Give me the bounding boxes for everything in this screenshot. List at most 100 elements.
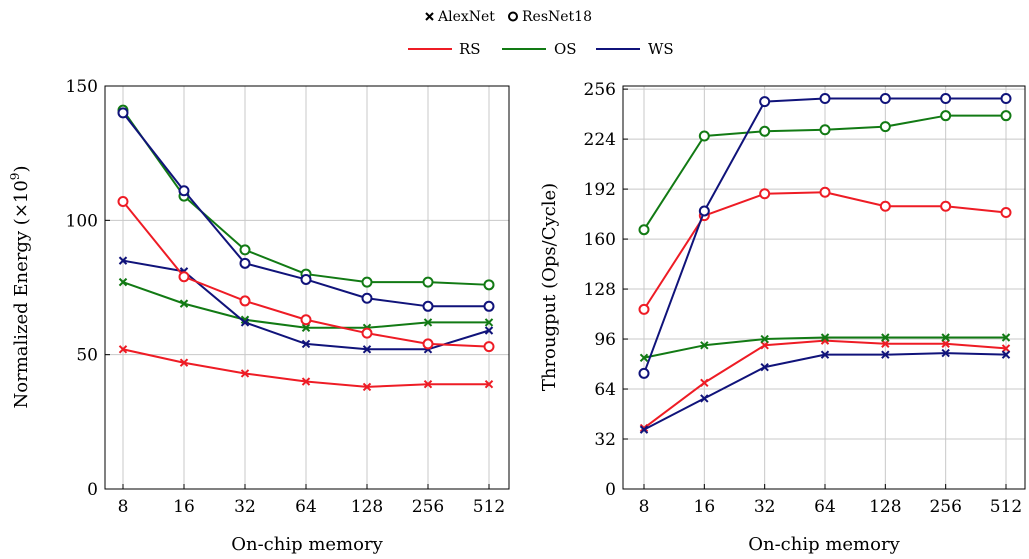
throughput-resnet18-ws-point	[698, 205, 710, 217]
throughput-resnet18-os-series	[638, 110, 1012, 236]
energy-resnet18-rs-series	[117, 196, 495, 353]
throughput-chart: 8 16 32 64 128 256 512 0326496128160192224256 …	[539, 80, 1026, 555]
energy-resnet18-ws-point	[117, 107, 129, 119]
throughput-alexnet-rs-series	[639, 336, 1011, 433]
throughput-resnet18-ws-point	[759, 96, 771, 108]
energy-alexnet-ws-point	[118, 256, 128, 265]
throughput-y-tick-label: 256	[584, 80, 616, 100]
energy-resnet18-os-point	[361, 276, 373, 288]
throughput-x-tick-label: 256	[929, 497, 961, 517]
legend-rs-label: RS	[459, 40, 481, 58]
energy-chart: 8 16 32 64 128 256 512 0 50 100 150 On-chip memor…	[8, 77, 510, 555]
energy-y-axis-exponent: 9	[8, 173, 22, 181]
energy-grid	[105, 85, 509, 490]
throughput-alexnet-os-point	[820, 333, 830, 342]
energy-alexnet-rs-point	[240, 369, 250, 378]
energy-resnet18-rs-point	[178, 271, 190, 283]
energy-resnet18-ws-point	[361, 292, 373, 304]
energy-resnet18-ws-series	[117, 107, 495, 312]
throughput-alexnet-os-point	[941, 333, 950, 342]
energy-resnet18-os-point	[239, 244, 251, 256]
throughput-alexnet-os-point	[881, 333, 890, 342]
throughput-alexnet-rs-point	[700, 378, 709, 387]
energy-alexnet-ws-point	[362, 345, 372, 354]
throughput-alexnet-ws-point	[639, 425, 649, 434]
energy-resnet18-os-point	[483, 279, 495, 291]
energy-resnet18-rs-point	[483, 341, 495, 353]
energy-y-tick-label: 0	[87, 480, 98, 500]
energy-alexnet-os-point	[301, 323, 311, 333]
throughput-grid	[623, 86, 1025, 490]
line-legend: RS OS WS	[408, 40, 674, 58]
throughput-x-tick-label: 512	[990, 497, 1022, 517]
throughput-x-axis-label: On-chip memory	[748, 534, 900, 555]
energy-alexnet-os-point	[423, 318, 433, 327]
marker-legend: AlexNet ResNet18	[425, 9, 592, 25]
legend-ws-label: WS	[648, 40, 674, 58]
throughput-alexnet-ws-point	[820, 350, 830, 359]
throughput-y-tick-label: 0	[605, 480, 616, 500]
legend-circle-icon	[508, 11, 518, 22]
throughput-y-tick-label: 160	[584, 230, 616, 250]
throughput-resnet18-os-point	[1000, 110, 1012, 122]
throughput-y-axis-label: Througput (Ops/Cycle)	[539, 183, 560, 391]
energy-series	[117, 104, 495, 392]
throughput-resnet18-rs-point	[940, 200, 952, 212]
throughput-alexnet-os-point	[1001, 333, 1011, 342]
throughput-resnet18-os-point	[819, 124, 831, 136]
legend-cross-icon	[425, 12, 434, 21]
energy-y-ticks: 0 50 100 150	[66, 77, 110, 500]
energy-alexnet-rs-point	[362, 382, 372, 392]
energy-plot-frame	[104, 85, 510, 490]
energy-resnet18-rs-point	[117, 196, 129, 208]
energy-y-tick-label: 50	[76, 346, 98, 366]
energy-x-tick-label: 64	[295, 497, 317, 517]
throughput-alexnet-os-point	[760, 334, 769, 344]
throughput-resnet18-os-point	[879, 121, 891, 133]
energy-alexnet-ws-point	[301, 339, 311, 349]
throughput-alexnet-ws-point	[941, 348, 950, 358]
throughput-alexnet-rs-point	[639, 423, 649, 433]
legend-alexnet-label: AlexNet	[437, 9, 495, 25]
energy-x-axis-label: On-chip memory	[231, 534, 383, 555]
energy-resnet18-os-point	[422, 276, 434, 288]
throughput-alexnet-rs-point	[760, 341, 769, 350]
throughput-alexnet-ws-point	[760, 362, 769, 372]
throughput-plot-frame	[622, 85, 1026, 490]
throughput-y-tick-label: 96	[594, 330, 616, 350]
energy-alexnet-ws-point	[484, 326, 494, 335]
throughput-resnet18-rs-point	[759, 188, 771, 200]
energy-x-ticks: 8 16 32 64 128 256 512	[118, 484, 505, 517]
energy-resnet18-ws-point	[483, 300, 495, 312]
energy-resnet18-rs-point	[422, 338, 434, 350]
throughput-alexnet-ws-point	[1001, 350, 1011, 359]
throughput-resnet18-ws-point	[940, 92, 952, 104]
energy-alexnet-rs-point	[423, 380, 433, 389]
energy-resnet18-ws-point	[300, 273, 312, 285]
throughput-alexnet-os-point	[700, 341, 709, 350]
energy-alexnet-rs-point	[484, 380, 494, 389]
energy-alexnet-os-point	[240, 315, 250, 324]
energy-resnet18-ws-point	[239, 257, 251, 269]
energy-y-tick-label: 150	[66, 77, 98, 97]
energy-x-tick-label: 256	[412, 497, 444, 517]
throughput-resnet18-os-point	[759, 125, 771, 137]
throughput-y-tick-label: 32	[594, 430, 616, 450]
energy-resnet18-rs-point	[239, 295, 251, 307]
throughput-alexnet-os-series	[639, 333, 1011, 362]
throughput-x-tick-label: 32	[754, 497, 776, 517]
throughput-alexnet-ws-point	[881, 350, 890, 359]
throughput-x-ticks: 8 16 32 64 128 256 512	[639, 484, 1022, 517]
throughput-resnet18-rs-point	[1000, 207, 1012, 219]
energy-y-axis-label: Normalized Energy (×109)	[8, 166, 32, 409]
throughput-resnet18-os-point	[698, 130, 710, 142]
energy-alexnet-os-point	[484, 318, 494, 327]
throughput-resnet18-ws-point	[879, 92, 891, 104]
throughput-x-tick-label: 64	[814, 497, 836, 517]
throughput-resnet18-os-point	[940, 110, 952, 122]
energy-resnet18-ws-point	[422, 300, 434, 312]
throughput-resnet18-rs-point	[819, 186, 831, 198]
throughput-series	[638, 92, 1012, 434]
throughput-alexnet-rs-point	[941, 339, 950, 348]
